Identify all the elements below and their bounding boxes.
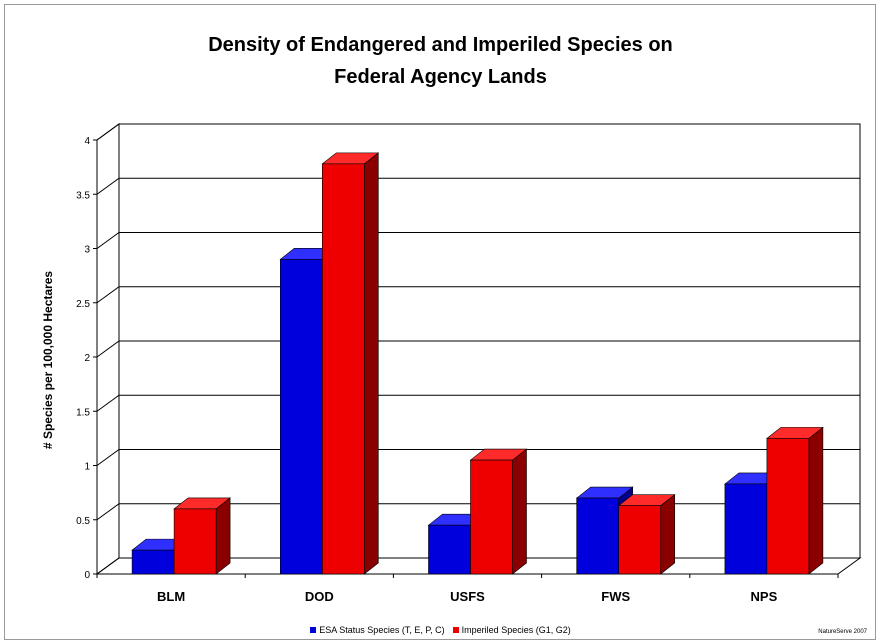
bar-nps-imperiled xyxy=(766,438,810,575)
x-tick-label: DOD xyxy=(305,589,334,604)
x-tick-label: FWS xyxy=(601,589,630,604)
gridline xyxy=(96,394,860,412)
bar-fws-esa xyxy=(576,497,620,575)
bar-dod-esa xyxy=(279,259,323,575)
legend-swatch-imperiled xyxy=(452,627,459,634)
y-tick-label: 3.5 xyxy=(76,190,90,201)
legend-label-esa: ESA Status Species (T, E, P, C) xyxy=(319,624,445,635)
bar-dod-imperiled xyxy=(321,163,365,575)
bar-fws-imperiled-side xyxy=(660,494,676,575)
gridline xyxy=(96,123,860,141)
bar-blm-esa xyxy=(131,549,175,575)
bar-fws-imperiled xyxy=(618,505,662,575)
bar-blm-imperiled xyxy=(173,508,217,575)
gridline xyxy=(96,177,860,195)
legend-item-esa: ESA Status Species (T, E, P, C) xyxy=(310,624,445,635)
y-tick-label: 2 xyxy=(84,353,90,364)
bar-nps-imperiled-side xyxy=(808,426,824,575)
legend: ESA Status Species (T, E, P, C) Imperiled… xyxy=(0,624,881,635)
x-tick-label: BLM xyxy=(157,589,185,604)
chart-title-line-1: Density of Endangered and Imperiled Spec… xyxy=(208,34,673,56)
y-tick-label: 1 xyxy=(84,462,90,473)
legend-label-imperiled: Imperiled Species (G1, G2) xyxy=(461,624,571,635)
y-tick-label: 2.5 xyxy=(76,299,90,310)
bar-nps-esa xyxy=(724,483,768,575)
bar-dod-imperiled-side xyxy=(363,152,379,575)
bar-blm-imperiled-side xyxy=(215,497,231,575)
gridline xyxy=(96,449,860,466)
gridline xyxy=(96,286,860,304)
y-tick-label: 0.5 xyxy=(76,516,90,527)
bar-usfs-esa xyxy=(428,524,471,575)
x-tick-label: USFS xyxy=(450,589,485,604)
legend-swatch-esa xyxy=(310,627,317,634)
legend-item-imperiled: Imperiled Species (G1, G2) xyxy=(452,624,571,635)
bar-usfs-imperiled-side xyxy=(512,448,527,575)
bar-usfs-imperiled xyxy=(470,459,513,575)
gridline xyxy=(96,340,860,358)
credit-text: NatureServe 2007 xyxy=(818,629,867,635)
x-tick-label: NPS xyxy=(751,589,778,604)
gridline xyxy=(96,232,860,249)
y-tick-label: 4 xyxy=(84,136,90,147)
chart-title-line-2: Federal Agency Lands xyxy=(334,66,547,88)
y-tick-label: 0 xyxy=(84,570,90,581)
y-tick-label: 1.5 xyxy=(76,407,90,418)
y-tick-label: 3 xyxy=(84,245,90,256)
